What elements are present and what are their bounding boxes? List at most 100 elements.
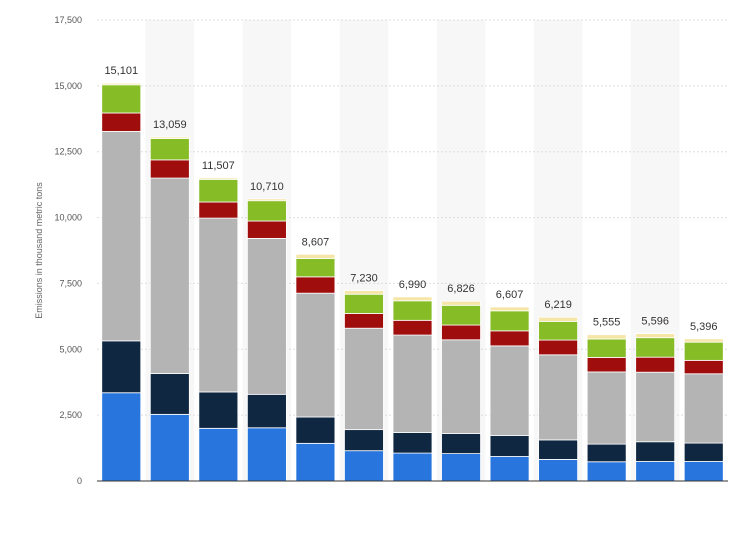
total-label: 5,396 — [690, 321, 718, 333]
bar-segment — [101, 82, 142, 86]
bar-segment — [683, 373, 724, 444]
bar-segment — [198, 177, 239, 180]
bar-segment — [683, 442, 724, 462]
bar-segment — [489, 345, 530, 436]
bar-segment — [344, 293, 384, 314]
bar-segment — [295, 258, 336, 278]
bar-segment — [392, 432, 433, 454]
bar-segment — [149, 136, 190, 139]
bar-segment — [683, 341, 724, 361]
bar-segment — [149, 138, 190, 161]
total-label: 7,230 — [350, 273, 378, 285]
bar-segment — [392, 452, 433, 482]
bar-segment — [489, 435, 530, 457]
bar-segment — [489, 310, 530, 332]
bar-segment — [392, 300, 433, 321]
bar-segment — [392, 334, 433, 433]
bar-segment — [149, 159, 190, 179]
bar-segment — [586, 443, 627, 463]
total-label: 6,990 — [399, 279, 427, 291]
bar-segment — [246, 427, 287, 482]
total-label: 5,596 — [641, 316, 669, 328]
total-label: 10,710 — [250, 181, 284, 193]
bar-segment — [635, 371, 676, 443]
bar-segment — [441, 300, 481, 306]
bar-segment — [295, 292, 336, 418]
bar-segment — [101, 131, 142, 342]
bar-segment — [149, 373, 190, 415]
y-tick-label: 0 — [77, 476, 82, 486]
bar-segment — [538, 339, 579, 356]
y-tick-label: 5,000 — [59, 344, 82, 354]
y-tick-label: 17,500 — [54, 15, 82, 25]
bar-segment — [586, 357, 627, 373]
bar-segment — [198, 178, 239, 203]
bar-segment — [101, 392, 142, 482]
bar-segment — [344, 313, 384, 329]
bar-segment — [489, 330, 530, 347]
bar-segment — [538, 354, 579, 441]
bar-segment — [198, 217, 239, 393]
bar-segment — [441, 433, 481, 455]
bar-segment — [101, 340, 142, 394]
total-labels: 15,101 13,059 11,507 10,710 8,607 7,230 6,990 6… — [104, 65, 717, 333]
total-label: 6,607 — [496, 289, 524, 301]
bar-segment — [538, 458, 579, 482]
bar-segment — [635, 337, 676, 358]
y-tick-label: 10,000 — [54, 213, 82, 223]
bar-segment — [441, 304, 481, 326]
bar-segment — [441, 339, 481, 434]
y-tick-label: 2,500 — [59, 410, 82, 420]
y-tick-label: 12,500 — [54, 147, 82, 157]
y-tick-label: 15,000 — [54, 81, 82, 91]
total-label: 6,219 — [544, 299, 572, 311]
bar-segment — [246, 198, 287, 202]
bar-segment — [295, 442, 336, 482]
bar-segment — [683, 338, 724, 343]
bar-segment — [198, 391, 239, 429]
bar-segment — [344, 429, 384, 452]
bar-segment — [392, 319, 433, 336]
bar-segment — [101, 112, 142, 132]
bar-segment — [586, 334, 627, 340]
bar-segment — [295, 253, 336, 259]
bar-segment — [441, 453, 481, 482]
total-label: 5,555 — [593, 317, 621, 329]
bar-segment — [246, 200, 287, 222]
bar-segment — [538, 439, 579, 460]
bar-segment — [586, 371, 627, 445]
bar-segment — [295, 416, 336, 444]
bar-segment — [344, 290, 384, 295]
total-label: 15,101 — [104, 65, 138, 77]
bar-segment — [198, 427, 239, 482]
bar-segment — [149, 177, 190, 374]
bar-segment — [392, 296, 433, 302]
bar-segment — [149, 413, 190, 482]
total-label: 8,607 — [302, 236, 330, 248]
bars — [101, 82, 724, 482]
total-label: 6,826 — [447, 283, 475, 295]
bar-segment — [635, 461, 676, 482]
total-label: 11,507 — [202, 160, 235, 172]
y-tick-label: 7,500 — [59, 278, 82, 288]
bar-segment — [246, 220, 287, 239]
bar-segment — [441, 324, 481, 341]
bar-segment — [489, 456, 530, 482]
y-axis: 0 2,500 5,000 7,500 10,000 12,500 15,000 17,500 — [54, 15, 82, 486]
bar-segment — [683, 461, 724, 482]
bar-segment — [101, 84, 142, 114]
total-label: 13,059 — [153, 119, 187, 131]
bar-segment — [586, 338, 627, 358]
bar-segment — [198, 201, 239, 219]
bar-segment — [344, 327, 384, 431]
bar-segment — [683, 359, 724, 375]
bar-segment — [246, 393, 287, 429]
bar-segment — [538, 316, 579, 322]
bar-segment — [635, 333, 676, 339]
bar-segment — [635, 356, 676, 373]
bar-segment — [246, 237, 287, 395]
bar-segment — [538, 320, 579, 341]
bar-segment — [586, 461, 627, 482]
y-axis-label: Emissions in thousand metric tons — [34, 182, 44, 319]
